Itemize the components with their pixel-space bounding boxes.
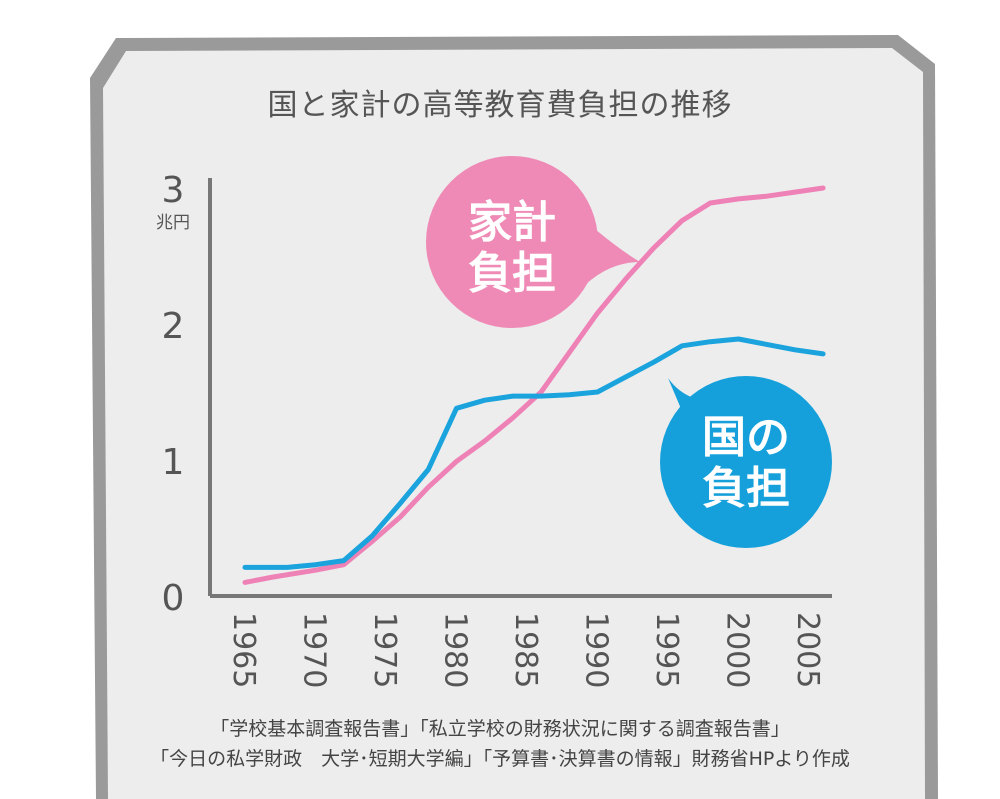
x-tick-label: 2005 <box>790 612 825 688</box>
household-callout-bubble <box>426 156 598 328</box>
national-callout-label-2: 負担 <box>702 463 790 514</box>
y-tick-label: 2 <box>162 306 185 347</box>
household-callout-tail <box>585 225 640 285</box>
panel-background <box>103 48 925 799</box>
household-burden-line <box>242 185 826 585</box>
household-callout-label-2: 負担 <box>468 248 556 299</box>
y-tick-label: 1 <box>162 442 185 483</box>
x-tick-label: 1985 <box>508 612 543 688</box>
x-tick-label: 1965 <box>226 612 261 688</box>
chart-title: 国と家計の高等教育費負担の推移 <box>267 88 733 123</box>
source-note-line-1: 「学校基本調査報告書」「私立学校の財務状況に関する調査報告書」 <box>210 718 790 740</box>
y-tick-label: 0 <box>162 578 185 619</box>
national-burden-line <box>242 336 826 570</box>
y-tick-label: 3 <box>162 170 185 211</box>
y-axis-unit: 兆円 <box>156 213 190 233</box>
x-tick-label: 1975 <box>367 612 402 688</box>
x-tick-label: 1970 <box>297 612 332 688</box>
x-tick-label: 1980 <box>438 612 473 688</box>
household-callout-label-1: 家計 <box>468 197 556 248</box>
x-tick-label: 2000 <box>720 612 755 688</box>
national-callout-label-1: 国の <box>702 412 790 463</box>
national-callout-bubble <box>660 376 832 548</box>
x-tick-label: 1995 <box>649 612 684 688</box>
source-note-line-2: 「今日の私学財政 大学･短期大学編」「予算書･決算書の情報」財務省HPより作成 <box>150 748 850 770</box>
x-tick-label: 1990 <box>579 612 614 688</box>
